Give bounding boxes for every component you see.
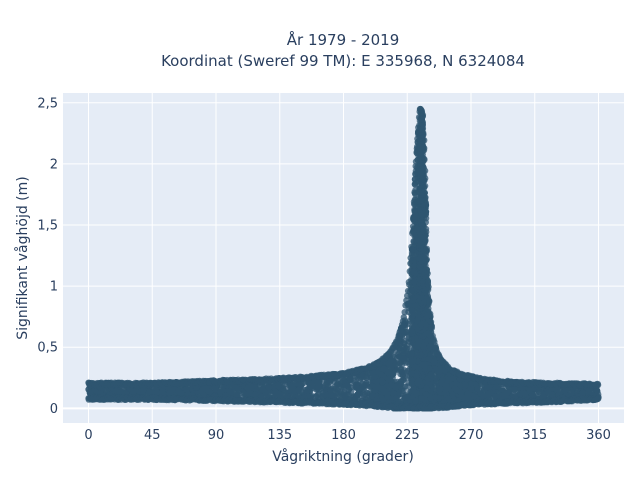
data-point: [313, 393, 319, 399]
data-point: [386, 361, 392, 367]
data-point: [462, 382, 468, 388]
data-point: [347, 376, 353, 382]
data-point: [183, 386, 189, 392]
data-point: [364, 390, 370, 396]
data-point: [295, 387, 301, 393]
data-point: [379, 378, 385, 384]
data-point: [436, 369, 442, 375]
data-point: [353, 384, 359, 390]
data-point: [400, 372, 406, 378]
data-point: [504, 390, 510, 396]
